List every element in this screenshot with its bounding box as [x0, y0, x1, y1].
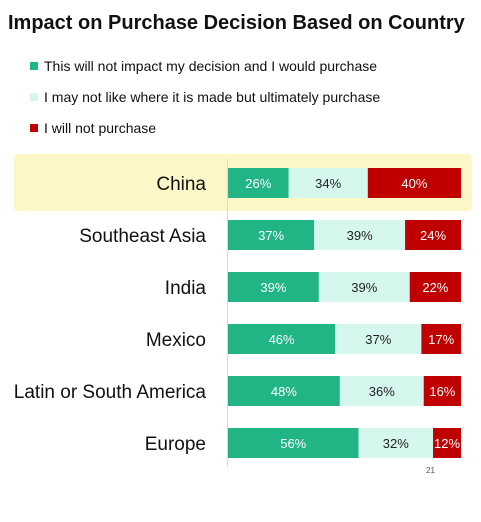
data-label: 17%	[428, 332, 454, 347]
bar-segment	[423, 376, 461, 406]
data-label: 36%	[369, 384, 395, 399]
legend-swatch	[30, 124, 38, 132]
bar-segment	[339, 376, 424, 406]
data-label: 39%	[347, 228, 373, 243]
category-label: Latin or South America	[14, 382, 207, 403]
legend-label: I will not purchase	[44, 120, 157, 136]
bar-segment	[405, 220, 461, 250]
page-number: 21	[426, 466, 435, 475]
data-label: 24%	[420, 228, 446, 243]
bar-segment	[335, 324, 422, 354]
data-label: 22%	[422, 280, 448, 295]
data-label: 37%	[365, 332, 391, 347]
legend-label: I may not like where it is made but ulti…	[44, 89, 381, 105]
bar-segment	[228, 168, 289, 198]
bar-segment	[358, 428, 434, 458]
legend-swatch	[30, 62, 38, 70]
data-label: 26%	[245, 176, 271, 191]
data-label: 34%	[315, 176, 341, 191]
bar-segment	[228, 428, 359, 458]
bar-segment	[228, 220, 315, 250]
bar-segment	[314, 220, 406, 250]
category-label: India	[165, 278, 207, 299]
chart-title: Impact on Purchase Decision Based on Cou…	[8, 12, 465, 34]
legend-swatch	[30, 93, 38, 101]
data-label: 48%	[271, 384, 297, 399]
bar-segment	[421, 324, 461, 354]
category-label: Mexico	[146, 330, 206, 351]
data-label: 46%	[269, 332, 295, 347]
data-label: 56%	[280, 436, 306, 451]
legend-label: This will not impact my decision and I w…	[44, 58, 378, 74]
category-label: China	[156, 174, 206, 195]
data-label: 40%	[401, 176, 427, 191]
data-label: 37%	[258, 228, 284, 243]
data-label: 32%	[383, 436, 409, 451]
data-label: 16%	[429, 384, 455, 399]
category-label: Southeast Asia	[79, 226, 206, 247]
bar-segment	[367, 168, 461, 198]
bar-segment	[228, 272, 319, 302]
bar-segment	[288, 168, 368, 198]
category-label: Europe	[145, 434, 206, 455]
data-label: 39%	[351, 280, 377, 295]
bar-segment	[228, 376, 340, 406]
data-label: 39%	[260, 280, 286, 295]
bar-segment	[228, 324, 336, 354]
data-label: 12%	[434, 436, 460, 451]
bar-segment	[409, 272, 461, 302]
bar-segment	[433, 428, 461, 458]
bar-segment	[318, 272, 410, 302]
